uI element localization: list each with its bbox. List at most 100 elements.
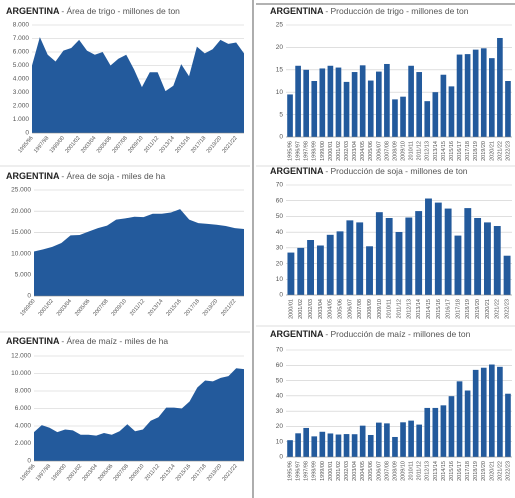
bar [287,440,293,457]
bar [480,48,487,137]
y-tick-label: 5.000 [15,272,32,279]
area [32,37,244,133]
y-tick-label: 0 [279,292,283,299]
x-tick-label: 2022/23 [505,461,511,481]
bar [400,96,406,137]
x-tick-label: 2010/11 [409,141,415,160]
bar [385,218,393,295]
x-tick-label: 2006/07 [376,141,382,161]
y-tick-label: 40 [276,393,284,400]
y-tick-label: 30 [276,408,284,415]
x-tick-label: 2013/14 [433,461,439,481]
bar [303,427,310,457]
y-tick-label: 40 [276,229,284,236]
bar [464,54,471,138]
x-tick-label: 2020/21 [489,141,495,161]
x-tick-label: 2005/06 [337,299,343,319]
y-tick-label: 15 [276,67,284,74]
bar [415,211,423,295]
x-tick-label: 2019/20 [481,461,487,481]
x-tick-label: 2019/20 [206,135,223,154]
bar [432,407,439,457]
x-tick-label: 2005/06 [96,135,113,154]
x-tick-label: 2002/03 [308,299,314,319]
x-tick-label: 2022/23 [505,141,511,161]
x-tick-label: 2014/15 [441,461,447,481]
x-tick-label: 2007/08 [357,299,363,319]
x-tick-label: 2006/07 [347,299,353,319]
bar [425,198,432,295]
x-tick-label: 2009/10 [377,299,383,319]
x-tick-label: 2015/16 [449,461,455,481]
y-tick-label: 10.000 [11,370,31,377]
chart-title: ARGENTINA - Producción de maíz - millone… [270,329,471,339]
x-tick-label: 1999/00 [50,463,67,482]
bar [464,208,472,295]
bar [474,218,482,295]
y-tick-label: 2.000 [13,103,30,110]
x-tick-label: 2001/02 [38,298,55,317]
y-tick-label: 20 [276,44,284,51]
bar [424,101,431,137]
bar [303,69,310,137]
x-tick-label: 2019/20 [206,463,223,482]
bar [367,80,374,137]
x-tick-label: 2001/02 [66,463,83,482]
bar [366,246,373,295]
x-tick-label: 2021/22 [220,298,237,317]
bar [440,74,447,137]
title: ARGENTINA [270,329,324,339]
chart-title: ARGENTINA - Área de soja - miles de ha [6,171,166,181]
bar [464,390,471,457]
bar [503,255,511,295]
subtitle: - Área de soja - miles de ha [61,171,165,181]
y-tick-label: 5.000 [13,62,30,69]
x-tick-label: 1995/96 [17,135,34,154]
x-tick-label: 2021/22 [497,461,503,481]
bar [311,436,318,457]
x-tick-label: 2003/04 [56,298,73,317]
x-tick-label: 2015/16 [174,135,191,154]
y-tick-label: 2.000 [15,440,32,447]
y-tick-label: 25.000 [11,187,31,194]
x-tick-label: 2011/12 [144,463,161,482]
x-tick-label: 2017/18 [190,463,207,482]
y-tick-label: 50 [276,377,284,384]
x-tick-label: 2002/03 [344,141,350,161]
x-tick-label: 2010/11 [387,299,393,318]
x-tick-label: 2016/17 [457,141,463,161]
x-tick-label: 2015/16 [449,141,455,161]
x-tick-label: 2011/12 [396,299,402,318]
y-tick-label: 3.000 [13,89,30,96]
x-tick-label: 2007/08 [113,463,130,482]
bar [432,92,439,137]
x-tick-label: 2007/08 [92,298,109,317]
x-tick-label: 2015/16 [436,299,442,319]
bar [346,220,354,295]
x-tick-label: 2015/16 [175,463,192,482]
x-tick-label: 2009/10 [127,135,144,154]
y-tick-label: 6.000 [15,405,32,412]
y-tick-label: 4.000 [13,76,30,83]
x-tick-label: 2013/14 [416,299,422,319]
y-tick-label: 10 [276,276,284,283]
y-tick-label: 30 [276,245,284,252]
bar [367,434,374,457]
subtitle: - Producción de maíz - millones de ton [325,329,470,339]
x-tick-label: 2021/22 [221,463,238,482]
x-tick-label: 2021/22 [495,299,501,319]
x-tick-label: 2001/02 [64,135,81,154]
subtitle: - Área de trigo - millones de ton [61,6,180,16]
bar [472,49,479,137]
x-tick-label: 2019/20 [481,141,487,161]
y-tick-label: 70 [276,182,284,189]
bar [416,72,423,137]
x-tick-label: 1995/96 [287,141,293,161]
bar [392,436,398,457]
bar [359,425,366,457]
x-tick-label: 2014/15 [441,141,447,161]
bar [454,235,462,295]
bar [405,217,413,295]
x-tick-label: 2020/21 [485,299,491,319]
x-tick-label: 2020/21 [489,461,495,481]
